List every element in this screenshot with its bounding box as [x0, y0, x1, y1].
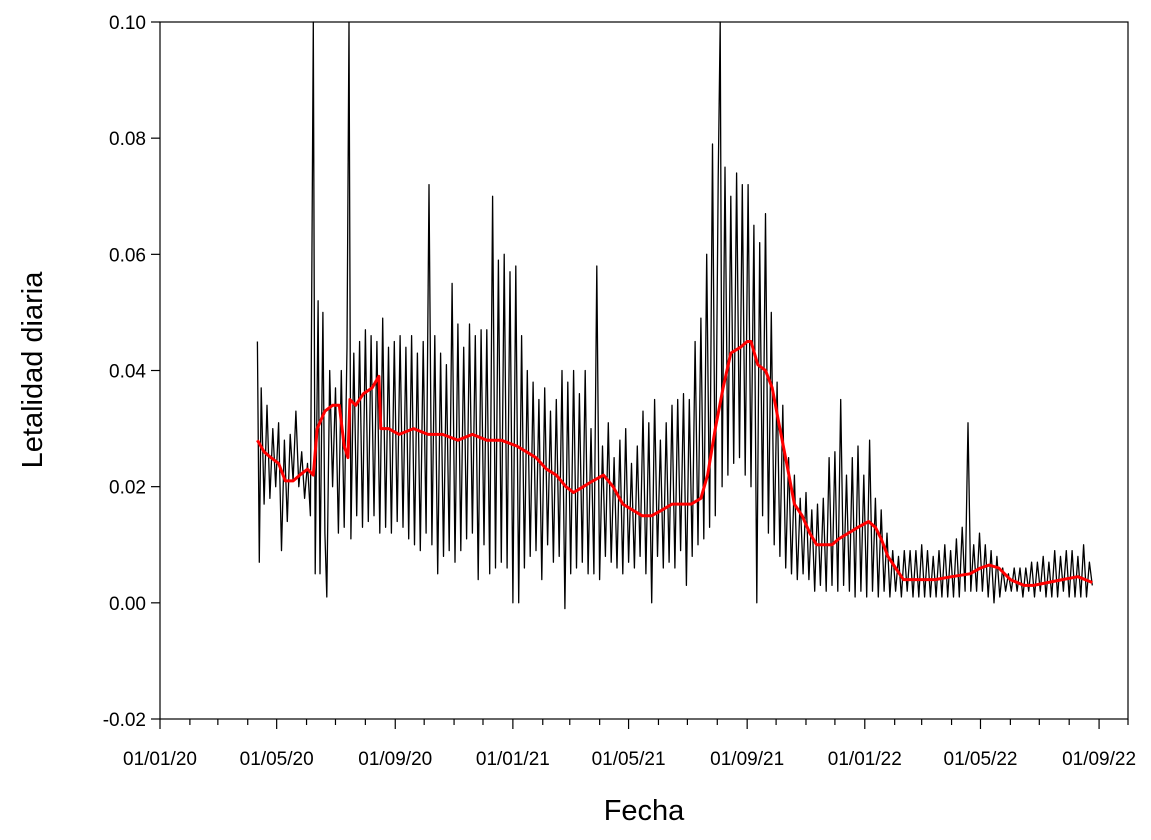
x-axis: 01/01/20 01/05/20 01/09/20 01/01/21 01/05/21… — [123, 719, 1136, 770]
plot-frame — [159, 21, 1129, 720]
plot-area — [159, 21, 1129, 720]
y-axis: -0.02 0.00 0.02 0.04 0.06 0.08 0.10 — [103, 13, 160, 731]
x-tick-label: 01/05/21 — [592, 749, 666, 770]
x-tick-label: 01/05/20 — [240, 749, 314, 770]
y-tick-label: 0.02 — [109, 478, 146, 499]
x-tick-label: 01/05/22 — [944, 749, 1018, 770]
x-tick-label: 01/09/21 — [710, 749, 784, 770]
x-tick-label: 01/01/21 — [476, 749, 550, 770]
x-tick-label: 01/01/20 — [123, 749, 197, 770]
x-tick-label: 01/01/22 — [828, 749, 902, 770]
y-tick-label: 0.04 — [109, 362, 146, 383]
x-tick-label: 01/09/20 — [358, 749, 432, 770]
series-daily-line — [256, 21, 1093, 610]
y-tick-label: 0.08 — [109, 129, 146, 150]
x-tick-label: 01/09/22 — [1062, 749, 1136, 770]
y-tick-label: -0.02 — [103, 710, 146, 731]
y-tick-label: 0.06 — [109, 245, 146, 266]
series-average-line — [256, 340, 1093, 587]
y-axis-label: Letalidad diaria — [17, 271, 49, 469]
y-tick-label: 0.00 — [109, 594, 146, 615]
y-tick-label: 0.10 — [109, 13, 146, 34]
series-layer — [256, 21, 1093, 610]
x-axis-label: Fecha — [604, 795, 685, 827]
